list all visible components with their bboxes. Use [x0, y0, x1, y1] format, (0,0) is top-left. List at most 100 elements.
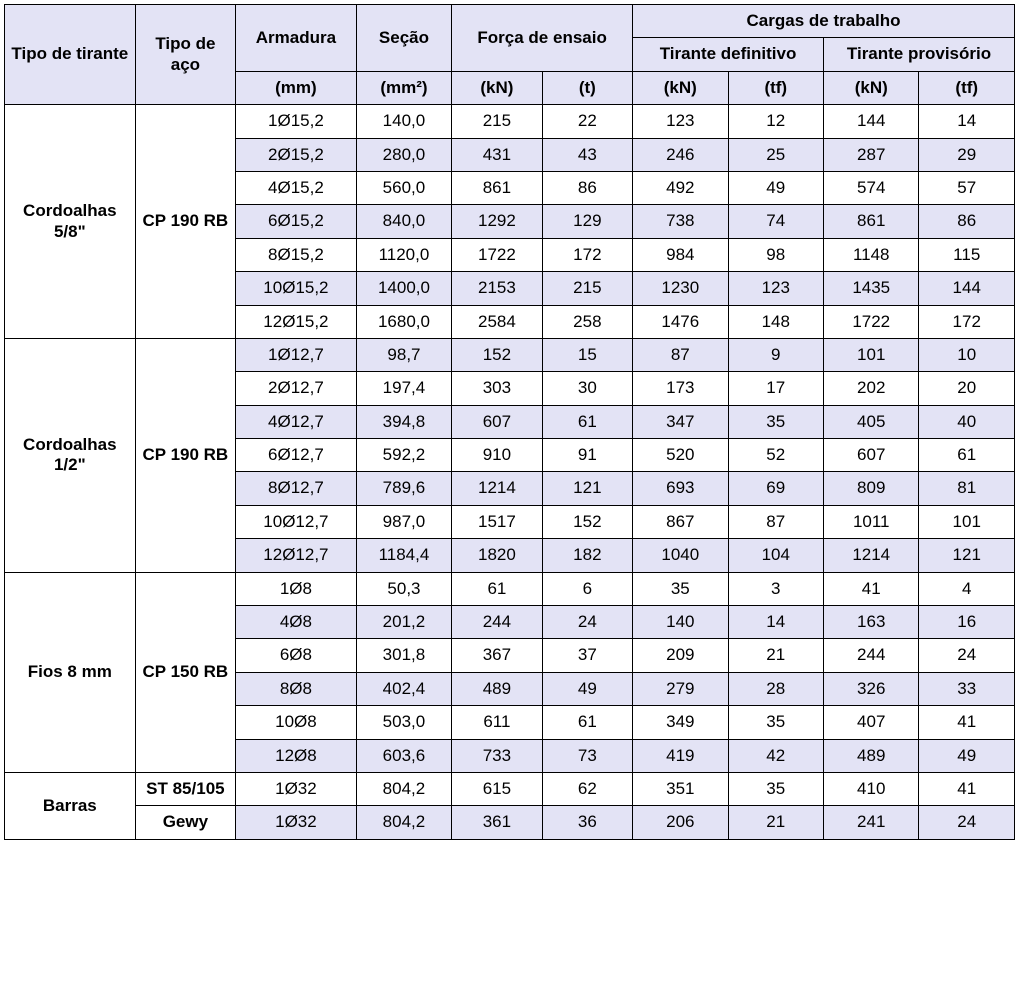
cell-def-tf: 123 — [728, 272, 823, 305]
cell-secao: 140,0 — [356, 105, 451, 138]
hdr-t-forca: (t) — [542, 71, 632, 104]
cell-prov-kN: 489 — [824, 739, 919, 772]
cell-prov-tf: 49 — [919, 739, 1015, 772]
cell-forca-t: 37 — [542, 639, 632, 672]
cell-armadura: 8Ø15,2 — [236, 238, 357, 271]
cell-forca-t: 91 — [542, 439, 632, 472]
cell-secao: 840,0 — [356, 205, 451, 238]
cell-def-tf: 21 — [728, 806, 823, 839]
cell-prov-kN: 144 — [824, 105, 919, 138]
cell-forca-t: 6 — [542, 572, 632, 605]
cell-prov-kN: 287 — [824, 138, 919, 171]
cell-forca-t: 121 — [542, 472, 632, 505]
cell-def-kN: 347 — [633, 405, 728, 438]
cell-prov-tf: 57 — [919, 171, 1015, 204]
cell-forca-kN: 61 — [452, 572, 542, 605]
cell-prov-tf: 40 — [919, 405, 1015, 438]
cell-forca-t: 129 — [542, 205, 632, 238]
cell-forca-kN: 361 — [452, 806, 542, 839]
cell-prov-tf: 20 — [919, 372, 1015, 405]
cell-forca-kN: 244 — [452, 606, 542, 639]
cell-secao: 789,6 — [356, 472, 451, 505]
cell-forca-kN: 615 — [452, 772, 542, 805]
cell-def-tf: 42 — [728, 739, 823, 772]
cell-def-kN: 123 — [633, 105, 728, 138]
cell-tipo-tirante: Cordoalhas 1/2" — [5, 338, 136, 572]
cell-secao: 603,6 — [356, 739, 451, 772]
cell-def-kN: 520 — [633, 439, 728, 472]
hdr-mm: (mm) — [236, 71, 357, 104]
hdr-kN-forca: (kN) — [452, 71, 542, 104]
cell-def-tf: 35 — [728, 405, 823, 438]
cell-def-kN: 140 — [633, 606, 728, 639]
cell-tipo-tirante: Cordoalhas 5/8" — [5, 105, 136, 339]
cell-def-tf: 21 — [728, 639, 823, 672]
cell-def-tf: 3 — [728, 572, 823, 605]
cell-prov-tf: 33 — [919, 672, 1015, 705]
cell-prov-tf: 81 — [919, 472, 1015, 505]
cell-secao: 394,8 — [356, 405, 451, 438]
cell-prov-kN: 607 — [824, 439, 919, 472]
cell-tipo-aco: CP 190 RB — [135, 338, 235, 572]
cell-prov-kN: 407 — [824, 706, 919, 739]
cell-prov-kN: 405 — [824, 405, 919, 438]
cell-secao: 592,2 — [356, 439, 451, 472]
cell-forca-kN: 1214 — [452, 472, 542, 505]
cell-prov-kN: 244 — [824, 639, 919, 672]
cell-tipo-aco: CP 190 RB — [135, 105, 235, 339]
cell-secao: 1120,0 — [356, 238, 451, 271]
cell-def-tf: 49 — [728, 171, 823, 204]
hdr-tipo-tirante: Tipo de tirante — [5, 5, 136, 105]
cell-prov-tf: 10 — [919, 338, 1015, 371]
cell-forca-t: 43 — [542, 138, 632, 171]
cell-def-kN: 206 — [633, 806, 728, 839]
cell-tipo-tirante: Barras — [5, 772, 136, 839]
cell-prov-tf: 144 — [919, 272, 1015, 305]
cell-def-tf: 35 — [728, 706, 823, 739]
cell-forca-t: 86 — [542, 171, 632, 204]
cell-forca-t: 49 — [542, 672, 632, 705]
cell-armadura: 12Ø8 — [236, 739, 357, 772]
table-row: BarrasST 85/1051Ø32804,2615623513541041 — [5, 772, 1015, 805]
hdr-tipo-aco: Tipo de aço — [135, 5, 235, 105]
cell-prov-tf: 41 — [919, 706, 1015, 739]
cell-forca-t: 15 — [542, 338, 632, 371]
cell-def-tf: 9 — [728, 338, 823, 371]
cell-prov-tf: 4 — [919, 572, 1015, 605]
hdr-tirante-def: Tirante definitivo — [633, 38, 824, 71]
cell-prov-kN: 1148 — [824, 238, 919, 271]
cell-armadura: 6Ø12,7 — [236, 439, 357, 472]
cell-def-kN: 173 — [633, 372, 728, 405]
cell-def-kN: 419 — [633, 739, 728, 772]
cell-forca-kN: 861 — [452, 171, 542, 204]
cell-def-tf: 52 — [728, 439, 823, 472]
cell-prov-kN: 41 — [824, 572, 919, 605]
cell-secao: 301,8 — [356, 639, 451, 672]
table-row: Cordoalhas 1/2"CP 190 RB1Ø12,798,7152158… — [5, 338, 1015, 371]
cell-armadura: 6Ø15,2 — [236, 205, 357, 238]
cell-forca-t: 172 — [542, 238, 632, 271]
cell-prov-tf: 115 — [919, 238, 1015, 271]
cell-prov-kN: 410 — [824, 772, 919, 805]
cell-def-kN: 738 — [633, 205, 728, 238]
cell-armadura: 6Ø8 — [236, 639, 357, 672]
cell-secao: 804,2 — [356, 806, 451, 839]
cell-def-tf: 104 — [728, 539, 823, 572]
cell-prov-tf: 172 — [919, 305, 1015, 338]
cell-prov-tf: 101 — [919, 505, 1015, 538]
cell-forca-t: 62 — [542, 772, 632, 805]
cell-armadura: 2Ø15,2 — [236, 138, 357, 171]
cell-def-kN: 1040 — [633, 539, 728, 572]
cell-prov-kN: 241 — [824, 806, 919, 839]
cell-forca-kN: 1722 — [452, 238, 542, 271]
cell-prov-kN: 861 — [824, 205, 919, 238]
tirantes-table: Tipo de tirante Tipo de aço Armadura Seç… — [4, 4, 1015, 840]
cell-forca-kN: 607 — [452, 405, 542, 438]
cell-armadura: 12Ø12,7 — [236, 539, 357, 572]
cell-forca-kN: 303 — [452, 372, 542, 405]
cell-armadura: 8Ø12,7 — [236, 472, 357, 505]
cell-secao: 280,0 — [356, 138, 451, 171]
cell-forca-kN: 611 — [452, 706, 542, 739]
cell-forca-kN: 910 — [452, 439, 542, 472]
cell-secao: 201,2 — [356, 606, 451, 639]
